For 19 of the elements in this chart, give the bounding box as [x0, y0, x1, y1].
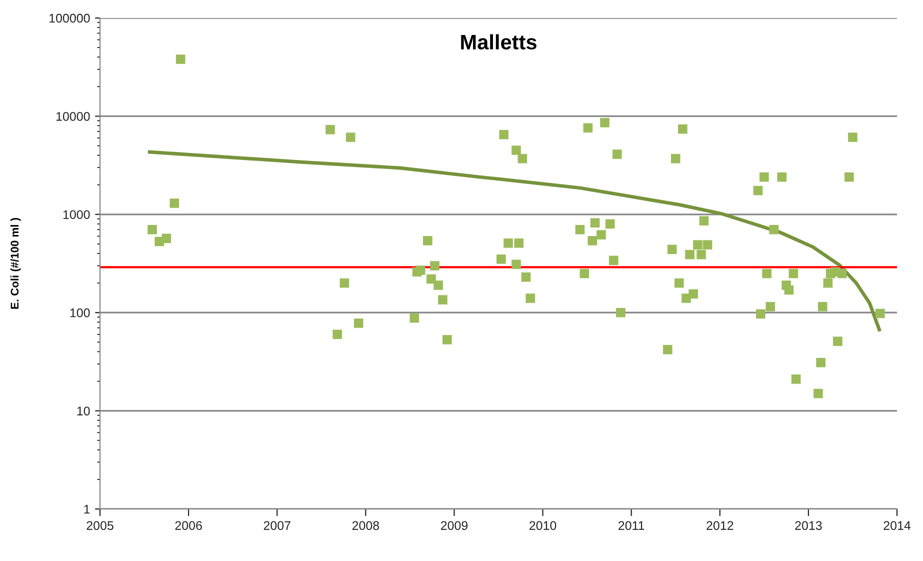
x-tick-label: 2010 — [530, 521, 556, 530]
y-tick-label: 1000 — [63, 210, 90, 220]
y-axis-title: E. Coli (#/100 ml ) — [10, 218, 21, 309]
line-series — [148, 150, 882, 332]
x-tick-label: 2013 — [795, 521, 822, 530]
y-tick-label: 10000 — [56, 112, 90, 121]
x-tick-label: 2005 — [86, 521, 114, 530]
x-tick-label: 2007 — [264, 521, 290, 530]
y-tick-label: 100 — [70, 308, 90, 318]
x-tick-label: 2006 — [175, 521, 202, 530]
x-tick-label: 2009 — [440, 521, 468, 530]
x-tick-label: 2008 — [352, 521, 380, 530]
x-tick-label: 2014 — [884, 521, 911, 530]
x-tick-label: 2011 — [618, 521, 644, 530]
text: Malletts — [461, 34, 536, 50]
x-tick-label: 2012 — [706, 521, 734, 530]
y-tick-label: 1 — [84, 504, 90, 514]
y-tick-label: 10 — [77, 406, 90, 416]
y-tick-label: 100000 — [50, 14, 90, 23]
